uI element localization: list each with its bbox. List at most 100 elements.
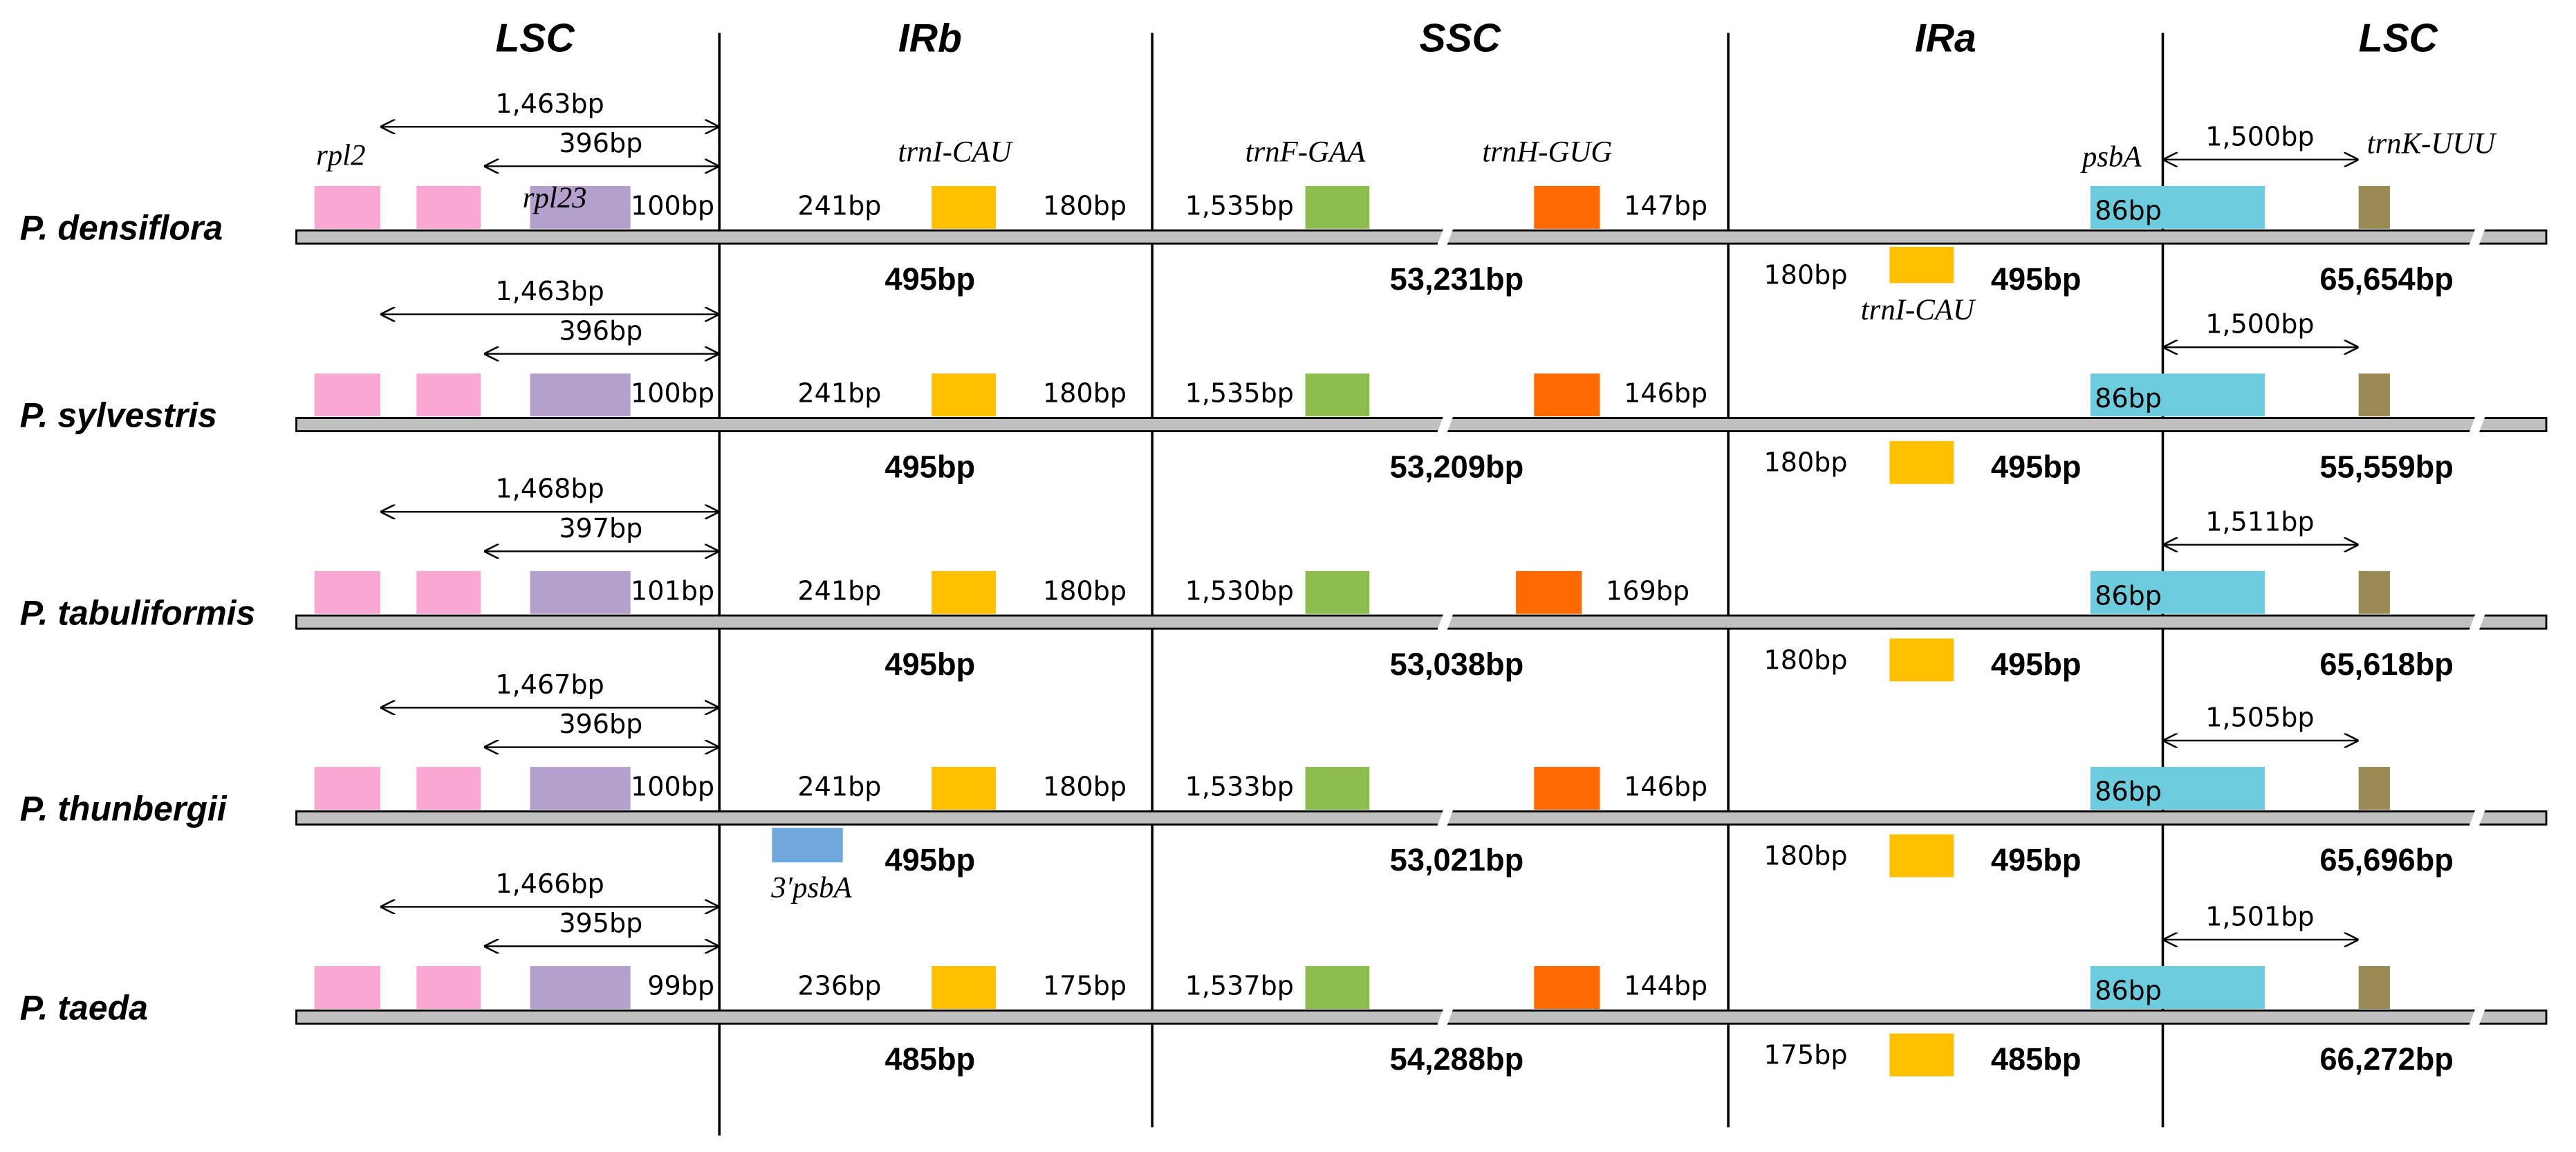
bp-label: 1,537bp [1185,971,1294,1001]
length-label: 495bp [884,647,975,682]
length-label: 53,209bp [1390,449,1524,484]
region-header: IRb [898,17,962,61]
bar-break [1435,804,1456,831]
length-label: 495bp [884,842,975,877]
trnI-ira-box [1889,834,1954,877]
bp-label: 241bp [797,772,881,802]
trnF-box [1305,966,1370,1009]
bar-break [2467,608,2487,635]
trnK-box [2358,570,2390,614]
length-label: 495bp [1991,449,2082,484]
gene-label: trnI-CAU [1861,294,1976,326]
trnF-box [1305,767,1370,810]
region-header: SSC [1419,17,1501,61]
genome-bar [295,229,2548,245]
bar-break [1435,411,1456,438]
bp-label: 1,535bp [1185,378,1294,409]
bp-label: 236bp [797,971,881,1001]
bp-label: 180bp [1043,190,1127,221]
length-label: 495bp [1991,647,2082,682]
trnK-box [2358,373,2390,417]
bp-label: 180bp [1763,840,1847,871]
species-name: P. thunbergii [20,790,228,828]
bp-label: 86bp [2095,196,2162,226]
species-name: P. tabuliformis [20,593,256,632]
bp-label: 180bp [1763,447,1847,478]
rpl2-box [416,185,481,229]
psbA-box [2090,767,2265,810]
span-label: 1,468bp [495,474,604,504]
psbA-box [2090,570,2265,614]
bp-label: 1,530bp [1185,575,1294,606]
length-label: 65,654bp [2319,261,2454,297]
bp-label: 86bp [2095,383,2162,414]
region-header: IRa [1915,17,1976,61]
gene-label: trnK-UUU [2367,128,2498,160]
bar-break [1435,608,1456,635]
span-label: 1,466bp [495,868,604,899]
bp-label: 86bp [2095,580,2162,611]
trnK-box [2358,966,2390,1009]
bp-label: 86bp [2095,976,2162,1006]
rpl2-box [314,570,380,614]
length-label: 53,038bp [1390,647,1524,682]
rpl23-box [530,570,631,614]
span-label: 1,501bp [2205,902,2314,932]
length-label: 495bp [1991,261,2082,297]
trnI-box [932,373,997,417]
trnF-box [1305,373,1370,417]
gene-label: trnF-GAA [1245,136,1366,169]
trnF-box [1305,185,1370,229]
psbA-box [2090,185,2265,229]
trnI-ira-box [1889,1033,1954,1077]
bp-label: 169bp [1606,575,1689,606]
rpl2-box [314,966,380,1009]
span-label: 1,505bp [2205,703,2314,733]
bar-break [2467,804,2487,831]
length-label: 53,021bp [1390,842,1524,877]
genome-bar [295,810,2548,826]
trnI-ira-box [1889,638,1954,682]
trnH-box [1516,570,1582,614]
gene-label: rpl23 [523,182,587,214]
span-label: 396bp [559,709,642,739]
bp-label: 180bp [1043,575,1127,606]
rpl23-box [530,767,631,810]
length-label: 53,231bp [1390,261,1524,297]
bp-label: 101bp [631,575,714,606]
bp-label: 180bp [1043,378,1127,409]
bp-label: 175bp [1763,1039,1847,1070]
rpl23-box [530,966,631,1009]
species-name: P. densiflora [20,208,223,247]
rpl2-box [314,185,380,229]
bp-label: 241bp [797,575,881,606]
bp-label: 100bp [631,190,714,221]
bp-label: 144bp [1624,971,1707,1001]
bp-label: 146bp [1624,378,1707,409]
span-label: 1,467bp [495,669,604,700]
length-label: 495bp [1991,842,2082,877]
length-label: 485bp [884,1041,975,1077]
span-label: 1,463bp [495,89,604,119]
species-name: P. sylvestris [20,396,217,435]
trnH-box [1534,966,1600,1009]
bp-label: 180bp [1763,644,1847,675]
bp-label: 147bp [1624,190,1707,221]
length-label: 485bp [1991,1041,2082,1077]
gene-label: trnH-GUG [1482,136,1612,169]
length-label: 66,272bp [2319,1041,2454,1077]
gene-label: rpl2 [316,139,365,171]
span-label: 1,500bp [2205,309,2314,340]
length-label: 55,559bp [2319,449,2454,484]
trnK-box [2358,767,2390,810]
span-label: 396bp [559,315,642,346]
trnI-box [932,570,997,614]
trnH-box [1534,767,1600,810]
species-name: P. taeda [20,989,148,1028]
trnH-box [1534,185,1600,229]
trnK-box [2358,185,2390,229]
length-label: 65,618bp [2319,647,2454,682]
length-label: 495bp [884,449,975,484]
